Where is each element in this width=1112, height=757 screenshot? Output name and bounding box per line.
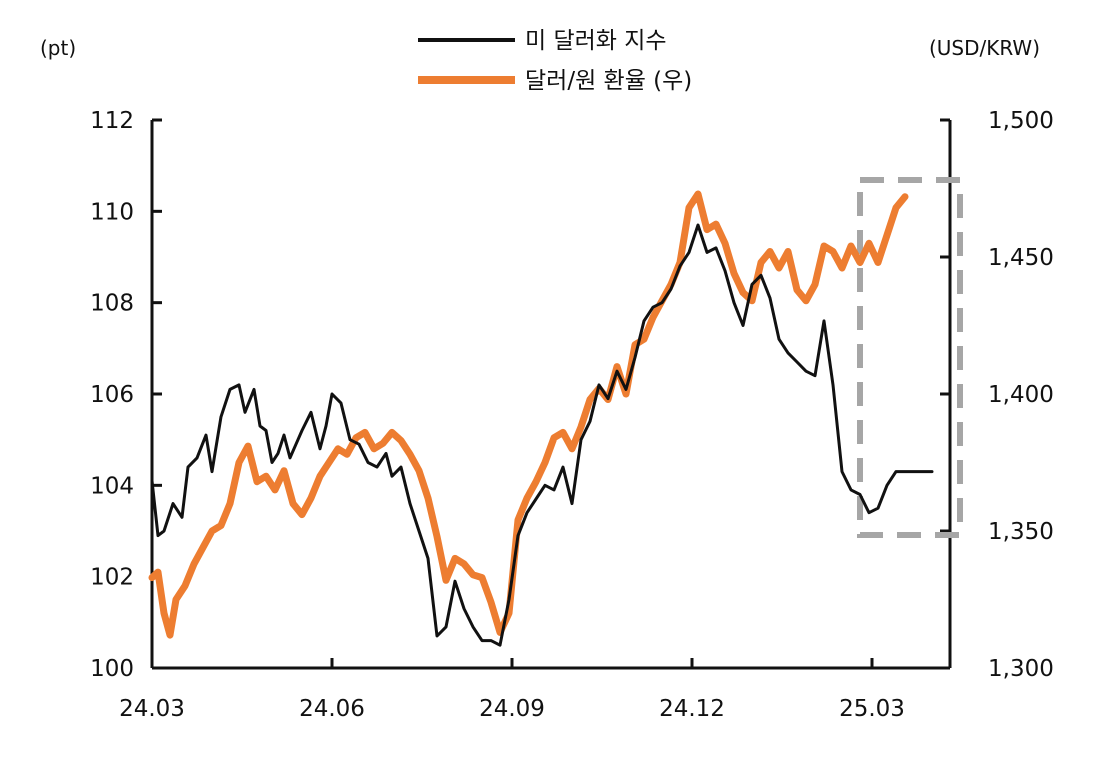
left-tick-label: 110 [90,199,134,225]
left-tick-label: 100 [90,656,134,682]
x-axis-ticks: 24.03 24.06 24.09 24.12 25.03 [119,658,905,722]
left-tick-label: 112 [90,108,134,134]
left-tick-label: 102 [90,565,134,591]
right-tick-label: 1,300 [988,656,1054,682]
left-axis-unit: (pt) [40,36,76,60]
legend: 미 달러화 지수 달러/원 환율 (우) [418,28,692,94]
right-tick-label: 1,500 [988,108,1054,134]
right-axis-unit: (USD/KRW) [929,36,1040,60]
left-tick-label: 104 [90,473,134,499]
left-axis-ticks: 100 102 104 106 108 110 112 [90,108,162,682]
right-tick-label: 1,400 [988,382,1054,408]
legend-label-usd-krw: 달러/원 환율 (우) [525,68,692,94]
left-tick-label: 106 [90,382,134,408]
series-line-dollar-index [150,223,934,647]
x-tick-label: 24.03 [119,696,185,722]
x-tick-label: 25.03 [839,696,905,722]
right-tick-label: 1,450 [988,245,1054,271]
x-tick-label: 24.06 [299,696,365,722]
x-tick-label: 24.12 [659,696,725,722]
x-tick-label: 24.09 [479,696,545,722]
highlight-box [857,177,963,538]
legend-label-dollar-index: 미 달러화 지수 [525,28,667,54]
series-layer [148,190,934,647]
right-axis-ticks: 1,300 1,350 1,400 1,450 1,500 [940,108,1054,682]
series-line-usd-krw [148,190,909,639]
left-tick-label: 108 [90,291,134,317]
right-tick-label: 1,350 [988,519,1054,545]
